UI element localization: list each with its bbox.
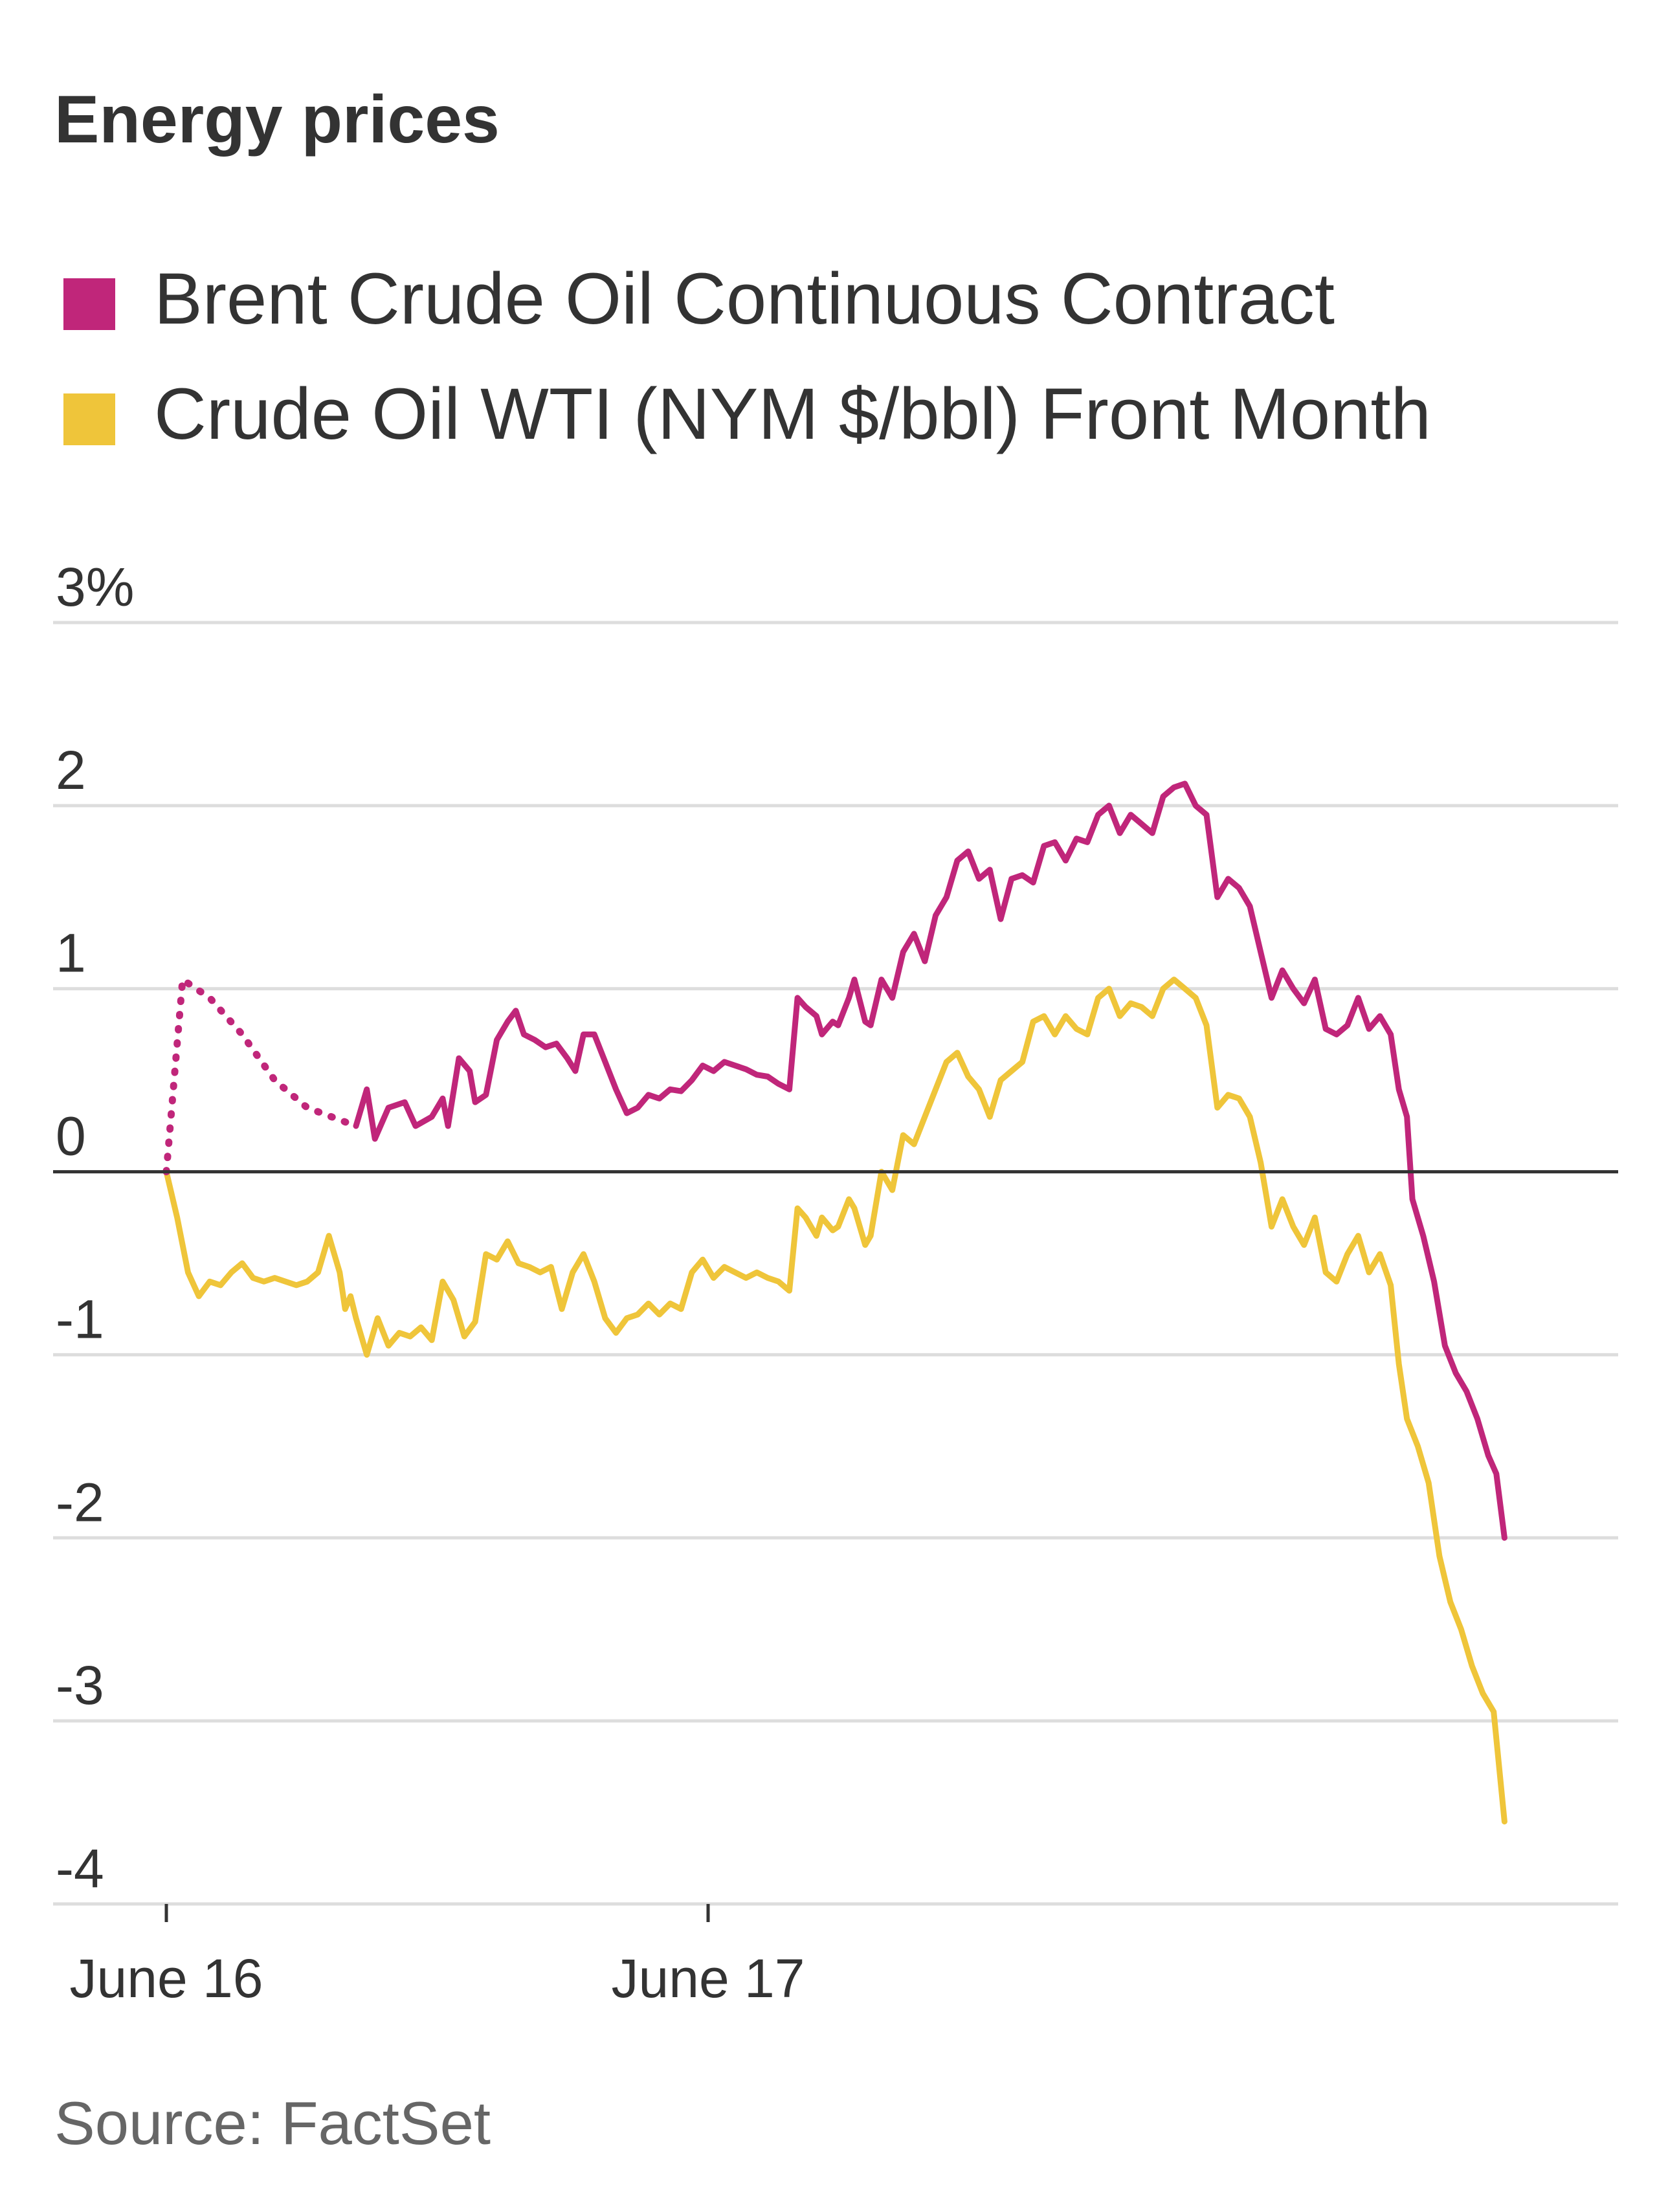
legend-label-brent: Brent Crude Oil Continuous Contract [154,258,1335,339]
series-line-brent [353,780,1507,1541]
y-tick-label: -4 [56,1838,104,1899]
legend-swatch-brent [63,278,115,330]
legend-label-wti: Crude Oil WTI (NYM $/bbl) Front Month [154,373,1431,454]
y-tick-label: 2 [56,740,86,801]
legend-swatch-wti [63,393,115,445]
legend: Brent Crude Oil Continuous Contract Crud… [63,258,1431,454]
x-tick-label: June 16 [70,1948,263,2009]
y-tick-label: 3% [56,557,134,617]
source-note: Source: FactSet [54,2089,491,2157]
x-tick-label: June 17 [612,1948,805,2009]
chart-title: Energy prices [54,82,500,157]
x-axis-ticks: June 16 June 17 [70,1904,805,2009]
series-line-wti [163,977,1507,1825]
y-tick-label: 0 [56,1106,86,1167]
gridlines [53,621,1618,1906]
y-axis-tick-labels: 3% 2 1 0 -1 -2 -3 -4 [56,557,134,1899]
y-tick-label: 1 [56,923,86,984]
series-line-brent-dotted [162,976,360,1176]
y-tick-label: -3 [56,1655,104,1716]
y-tick-label: -2 [56,1472,104,1532]
series-lines [162,780,1507,1825]
y-tick-label: -1 [56,1288,104,1349]
